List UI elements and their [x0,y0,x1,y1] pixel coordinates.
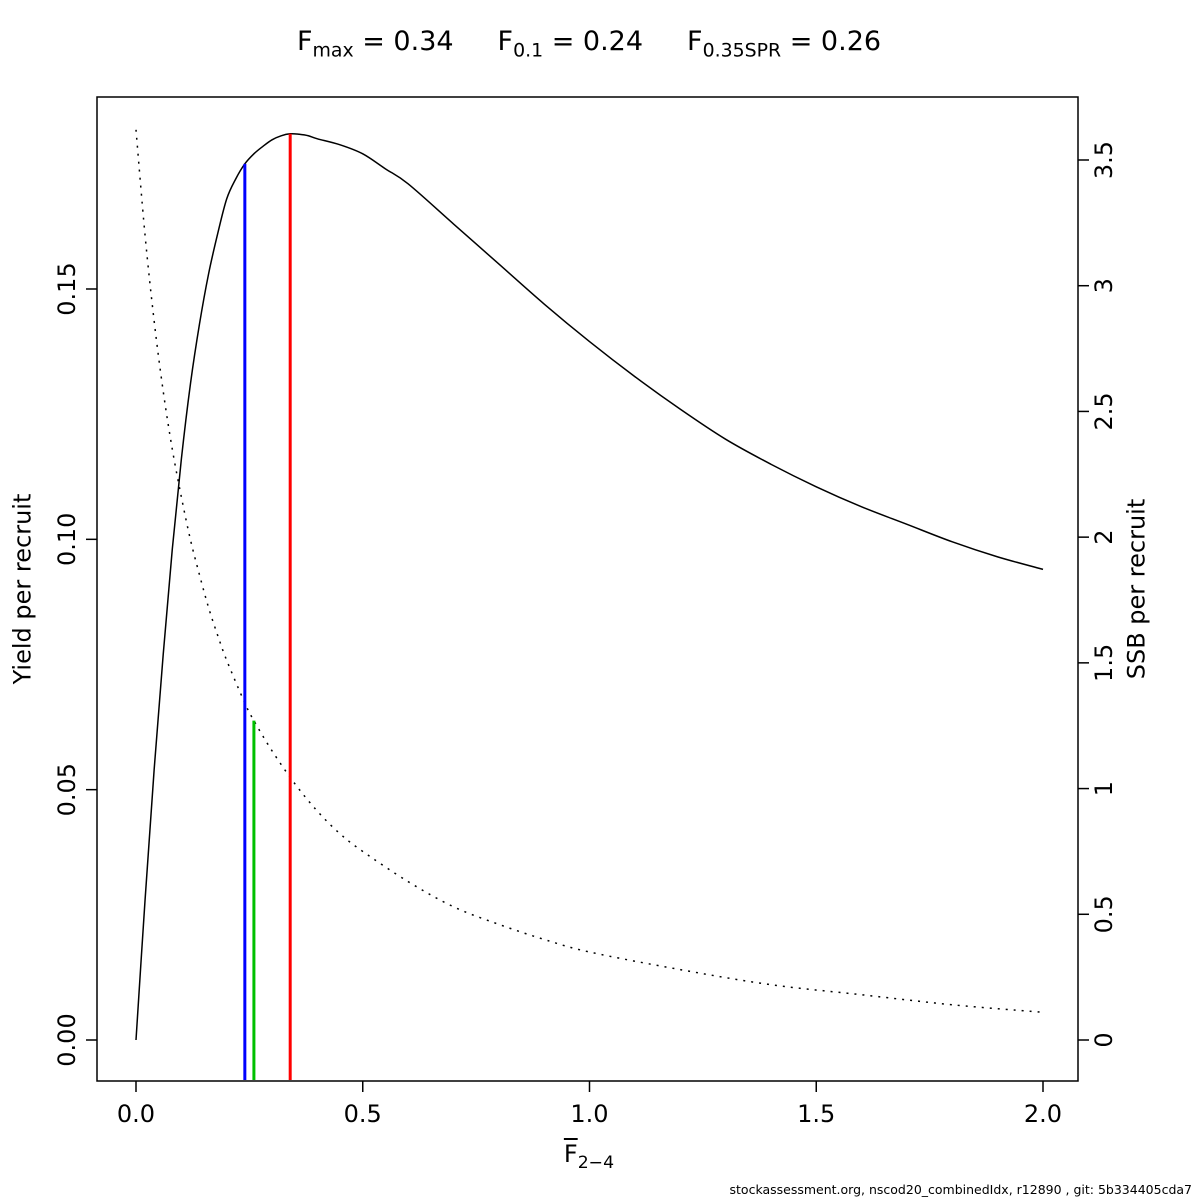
yield-per-recruit-curve [135,132,1044,1041]
y-right-tick-label: 3 [1090,278,1118,293]
f035spr-sub: 0.35SPR [702,39,782,62]
fmax-base: F [296,26,313,57]
x-tick-label: 0.5 [344,1100,382,1128]
x-axis-title-sub: 2−4 [577,1152,615,1173]
footer-attribution: stockassessment.org, nscod20_combinedIdx… [729,1182,1192,1197]
f01-base: F [497,26,514,57]
x-tick-label: 1.5 [797,1100,835,1128]
fmax-value: = 0.34 [353,26,454,57]
fmax-sub: max [312,39,354,62]
y-right-tick-label: 0.5 [1090,895,1118,933]
title-annotation-f01: F0.1 = 0.24 [497,26,644,61]
y-left-tick-label: 0.15 [53,262,81,315]
x-tick-label: 1.0 [570,1100,608,1128]
y-left-tick-label: 0.00 [53,1013,81,1066]
f01-value: = 0.24 [543,26,644,57]
y-right-tick-label: 1.5 [1090,644,1118,682]
title-annotation-fmax: Fmax = 0.34 [296,26,454,61]
title-annotation-f035spr: F0.35SPR = 0.26 [687,26,882,61]
chart-title: Fmax = 0.34 F0.1 = 0.24 F0.35SPR = 0.26 [0,26,1178,61]
y-right-tick-label: 2.5 [1090,392,1118,430]
y-left-tick-label: 0.10 [53,513,81,566]
x-axis-title: F2−4 [0,1140,1178,1173]
y-left-tick-label: 0.05 [53,763,81,816]
x-axis-title-base: F [563,1140,578,1168]
x-tick-label: 2.0 [1024,1100,1062,1128]
plot-box [96,96,1079,1082]
f035spr-value: = 0.26 [781,26,882,57]
y-right-tick-label: 1 [1090,781,1118,796]
x-tick-label: 0.0 [117,1100,155,1128]
y-right-tick-label: 2 [1090,529,1118,544]
f01-sub: 0.1 [513,39,544,62]
y-right-tick-label: 3.5 [1090,141,1118,179]
f035spr-base: F [687,26,703,57]
y-right-tick-label: 0 [1090,1032,1118,1047]
ssb-per-recruit-curve [135,129,1044,1014]
